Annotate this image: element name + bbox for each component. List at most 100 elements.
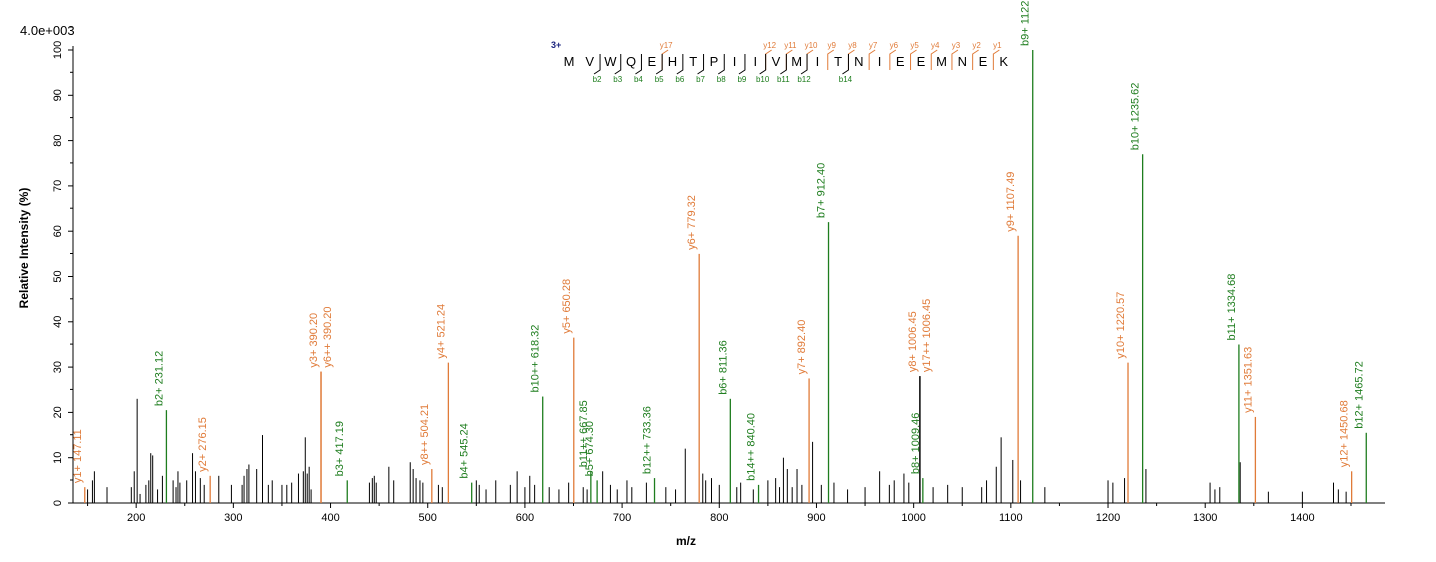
b-ion-label: b5 [655, 75, 664, 84]
sequence-residue: T [689, 54, 697, 69]
sequence-residue: K [999, 54, 1008, 69]
b-ion-bracket [635, 54, 642, 75]
y-ion-label: y7 [869, 41, 878, 50]
y-ion-bracket [910, 49, 917, 70]
peak-label: y3+ 390.20 [308, 313, 320, 368]
y-ion-label: y2 [972, 41, 981, 50]
peak-label: y7+ 892.40 [796, 320, 808, 375]
sequence-residue: N [958, 54, 967, 69]
b-ion-label: b6 [675, 75, 684, 84]
peak-label: y1+ 147.11 [72, 429, 84, 483]
peak-label: b3+ 417.19 [334, 421, 346, 476]
y-ion-bracket [806, 49, 814, 70]
x-tick-label: 800 [710, 512, 728, 524]
y-tick-label: 90 [52, 89, 64, 101]
y-ion-label: y11 [784, 41, 797, 50]
peak-label: y6+ 779.32 [686, 195, 698, 250]
y-axis-title: Relative Intensity (%) [17, 188, 31, 309]
x-axis-title: m/z [676, 534, 696, 548]
y-ion-label: y4 [931, 41, 940, 50]
peak-label: y17++ 1006.45 [921, 299, 933, 372]
peak-label: b8+ 1009.46 [910, 413, 922, 474]
b-ion-label: b4 [634, 75, 643, 84]
y-tick-label: 100 [52, 41, 64, 59]
b-ion-bracket [842, 54, 849, 75]
y-ion-label: y10 [805, 41, 818, 50]
peak-label: b10++ 618.32 [530, 325, 542, 393]
b-ion-bracket [738, 54, 746, 75]
b-ion-bracket [800, 54, 808, 75]
b-ion-bracket [676, 54, 684, 75]
peak-label: b9+ 1122.53 [1020, 0, 1032, 46]
sequence-residue: W [604, 54, 617, 69]
b-ion-label: b10 [756, 75, 770, 84]
y-ion-label: y9 [828, 41, 837, 50]
y-tick-label: 60 [52, 225, 64, 237]
b-ion-label: b14 [839, 75, 853, 84]
sequence-residue: N [854, 54, 863, 69]
sequence-residue: T [834, 54, 842, 69]
b-ion-bracket [655, 54, 663, 75]
peak-label: b6+ 811.36 [717, 340, 729, 395]
b-ion-label: b9 [737, 75, 746, 84]
y-ion-label: y1 [993, 41, 1002, 50]
peak-label: y4+ 521.24 [435, 304, 447, 359]
x-tick-label: 1000 [901, 512, 925, 524]
sequence-residue: P [710, 54, 719, 69]
y-ion-bracket [992, 49, 1000, 70]
charge-state-label: 3+ [551, 40, 561, 50]
x-tick-label: 900 [807, 512, 825, 524]
y-ion-bracket [972, 49, 979, 70]
sequence-residue: I [816, 54, 820, 69]
x-tick-label: 700 [613, 512, 631, 524]
y-ion-label: y8 [848, 41, 857, 50]
y-tick-label: 0 [52, 500, 64, 506]
x-tick-label: 300 [224, 512, 242, 524]
peak-label: y5+ 650.28 [561, 279, 573, 334]
b-ion-label: b11 [777, 75, 790, 84]
peak-label: y2+ 276.15 [197, 417, 209, 472]
x-tick-label: 600 [516, 512, 534, 524]
peak-label: y8+ 1006.45 [907, 311, 919, 372]
sequence-residue: M [564, 54, 575, 69]
y-ion-bracket [868, 49, 876, 70]
axes: 0 10 20 30 40 50 60 70 80 90 100 200 300 400 500 600 700… [52, 26, 1385, 524]
y-tick-label: 50 [52, 270, 64, 282]
y-tick-label: 10 [52, 452, 64, 464]
peak-label: b12+ 1465.72 [1353, 361, 1365, 429]
x-tick-label: 500 [419, 512, 437, 524]
b-ion-label: b12 [797, 75, 811, 84]
peak-label: b12++ 733.36 [642, 406, 654, 474]
b-ion-label: b7 [696, 75, 705, 84]
b-ion-bracket [697, 54, 705, 75]
y-ion-bracket [951, 49, 959, 70]
peak-label: b11++ 667.85 [578, 400, 590, 467]
peak-label: y11+ 1351.63 [1242, 347, 1254, 413]
x-tick-label: 1200 [1096, 512, 1120, 524]
b-ion-label: b3 [613, 75, 622, 84]
peak-label: y10+ 1220.57 [1115, 292, 1127, 359]
sequence-residue: H [668, 54, 677, 69]
peak-label: y9+ 1107.49 [1005, 172, 1017, 232]
x-tick-label: 1100 [999, 512, 1023, 524]
y-ion-bracket [889, 49, 897, 70]
sequence-residue: Q [626, 54, 636, 69]
b-ion-bracket [780, 54, 787, 75]
y-ion-bracket [827, 49, 835, 70]
b-ion-bracket [717, 54, 725, 75]
peak-label: b10+ 1235.62 [1130, 83, 1142, 151]
sequence-residue: I [733, 54, 737, 69]
x-tick-label: 200 [127, 512, 145, 524]
peak-label: b5+ 674.30 [584, 421, 596, 476]
b-ion-label: b2 [593, 75, 602, 84]
y-ion-label: y6 [890, 41, 899, 50]
y-ion-label: y12 [763, 41, 776, 50]
x-tick-label: 1400 [1290, 512, 1314, 524]
b-ion-bracket [759, 54, 767, 75]
peak-label: b14++ 840.40 [746, 413, 758, 481]
peak-label: b2+ 231.12 [153, 351, 165, 406]
sequence-residue: E [979, 54, 988, 69]
intensity-scale-label: 4.0e+003 [20, 23, 75, 38]
